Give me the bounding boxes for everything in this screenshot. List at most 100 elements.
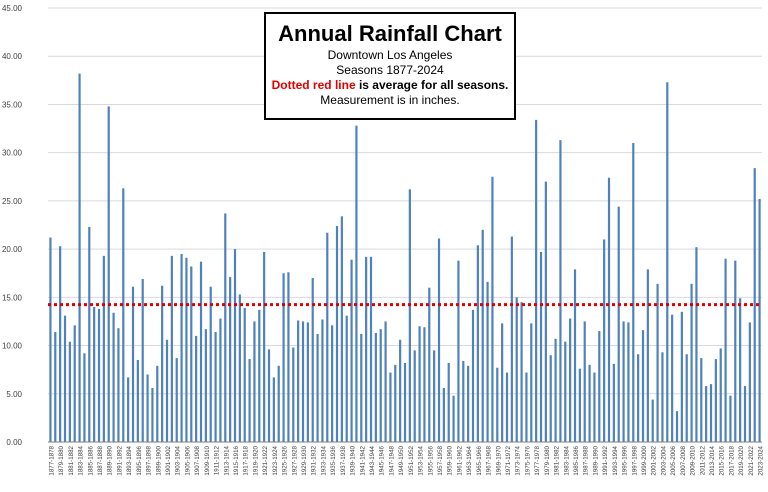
x-tick-label: 1913-1914 — [223, 445, 230, 475]
x-tick-label: 1977-1978 — [534, 445, 541, 475]
bar — [248, 359, 251, 442]
bar — [243, 307, 246, 442]
bar — [583, 321, 586, 442]
bar — [496, 367, 499, 442]
bar — [437, 238, 441, 442]
bar — [471, 309, 475, 442]
bar — [326, 232, 329, 442]
x-tick-label: 1915-1916 — [233, 445, 240, 475]
x-tick-label: 1951-1952 — [408, 445, 415, 475]
x-tick-label: 1901-1902 — [165, 445, 172, 475]
bar — [612, 363, 615, 442]
bar — [88, 226, 91, 442]
bar — [195, 335, 198, 442]
x-tick-label: 2013-2014 — [709, 445, 716, 475]
bar — [530, 323, 533, 442]
x-tick-label: 1881-1882 — [68, 445, 75, 475]
units-note: Measurement is in inches. — [320, 92, 460, 107]
bar — [734, 260, 737, 442]
bar-series — [49, 73, 761, 443]
y-tick-label: 0.00 — [6, 438, 22, 447]
x-tick-label: 1949-1950 — [398, 445, 405, 475]
x-tick-label: 1971-1972 — [505, 445, 512, 475]
bar — [185, 257, 188, 442]
x-tick-label: 2011-2012 — [699, 445, 706, 475]
bar — [685, 354, 688, 442]
bar — [671, 314, 674, 442]
x-tick-label: 2001-2002 — [651, 445, 658, 475]
bar — [559, 140, 562, 442]
bar — [632, 143, 635, 442]
bar — [675, 411, 679, 442]
bar — [724, 258, 727, 442]
bar — [117, 328, 120, 442]
x-tick-label: 1979-1980 — [544, 445, 551, 475]
x-tick-label: 1879-1880 — [58, 445, 65, 475]
x-tick-label: 1975-1976 — [524, 445, 531, 475]
x-tick-label: 1947-1948 — [388, 445, 395, 475]
bar — [224, 213, 227, 442]
bar — [146, 374, 149, 442]
bar — [180, 253, 183, 442]
y-tick-label: 25.00 — [2, 197, 23, 206]
bar — [97, 308, 101, 442]
x-tick-label: 2019-2020 — [738, 445, 745, 475]
bar — [598, 331, 601, 442]
bar — [520, 302, 523, 442]
bar — [549, 355, 552, 442]
bar — [340, 216, 343, 442]
x-tick-label: 2003-2004 — [660, 445, 667, 475]
bar — [457, 260, 460, 442]
bar — [131, 286, 135, 442]
x-tick-label: 2017-2018 — [728, 445, 735, 475]
x-tick-label: 2023-2024 — [758, 445, 765, 475]
y-tick-label: 35.00 — [2, 100, 23, 109]
bar — [418, 326, 421, 442]
bar — [369, 256, 373, 442]
bar — [311, 278, 314, 442]
x-tick-label: 1937-1938 — [340, 445, 347, 475]
bar — [515, 297, 518, 442]
bar — [442, 387, 445, 442]
bar — [748, 322, 751, 442]
bar — [569, 318, 572, 442]
bar — [78, 73, 81, 442]
bar — [306, 322, 309, 442]
chart-title-box: Annual Rainfall Chart Downtown Los Angel… — [264, 12, 516, 120]
bar — [214, 332, 217, 442]
bar — [331, 325, 334, 442]
x-tick-label: 1993-1994 — [612, 445, 619, 475]
x-tick-label: 1989-1990 — [592, 445, 599, 475]
bar — [544, 181, 547, 442]
x-tick-label: 1955-1956 — [427, 445, 434, 475]
x-tick-label: 1985-1986 — [573, 445, 580, 475]
bar — [564, 341, 567, 442]
bar — [345, 315, 348, 442]
bar — [219, 318, 222, 442]
bar — [384, 321, 387, 442]
x-tick-label: 1965-1966 — [476, 445, 483, 475]
bar — [505, 372, 509, 442]
x-tick-label: 2021-2022 — [748, 445, 755, 475]
y-tick-label: 15.00 — [2, 293, 23, 302]
bar — [161, 285, 164, 442]
bar — [267, 349, 271, 442]
x-tick-label: 2007-2008 — [680, 445, 687, 475]
x-tick-label: 1929-1930 — [301, 445, 308, 475]
bar — [238, 294, 241, 442]
bar — [491, 176, 494, 442]
bar — [661, 352, 664, 442]
x-axis-ticks: 1877-1878 1879-1880 1881-1882 1883-1884 1885… — [48, 445, 764, 475]
x-tick-label: 1887-1888 — [97, 445, 104, 475]
x-tick-label: 1957-1958 — [437, 445, 444, 475]
bar — [714, 359, 717, 442]
bar — [316, 333, 319, 442]
bar — [297, 320, 300, 442]
bar — [646, 269, 649, 442]
x-tick-label: 1987-1988 — [583, 445, 590, 475]
bar — [462, 360, 465, 442]
y-tick-label: 5.00 — [6, 390, 22, 399]
bar — [277, 365, 280, 442]
x-tick-label: 1961-1962 — [456, 445, 463, 475]
